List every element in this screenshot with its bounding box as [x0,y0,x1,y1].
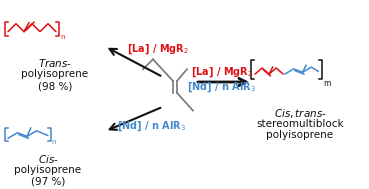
Text: [Nd] / n AlR$_3$: [Nd] / n AlR$_3$ [117,120,186,133]
Text: polyisoprene: polyisoprene [14,165,82,175]
Text: polyisoprene: polyisoprene [266,130,334,140]
Text: (97 %): (97 %) [31,177,65,187]
Text: [La] / MgR$_2$: [La] / MgR$_2$ [127,43,189,56]
Text: $\it{Cis,trans}$-: $\it{Cis,trans}$- [274,107,326,120]
Text: polyisoprene: polyisoprene [21,69,89,79]
Text: stereomultiblock: stereomultiblock [256,119,344,129]
Text: (98 %): (98 %) [38,81,72,91]
Text: $\it{Trans}$-: $\it{Trans}$- [38,57,72,69]
Text: n: n [60,34,65,40]
Text: [La] / MgR$_2$: [La] / MgR$_2$ [191,65,253,79]
Text: $\it{Cis}$-: $\it{Cis}$- [38,153,58,165]
Text: m: m [324,79,331,88]
Text: [Nd] / n AlR$_3$: [Nd] / n AlR$_3$ [187,80,256,94]
Text: n: n [52,139,56,145]
